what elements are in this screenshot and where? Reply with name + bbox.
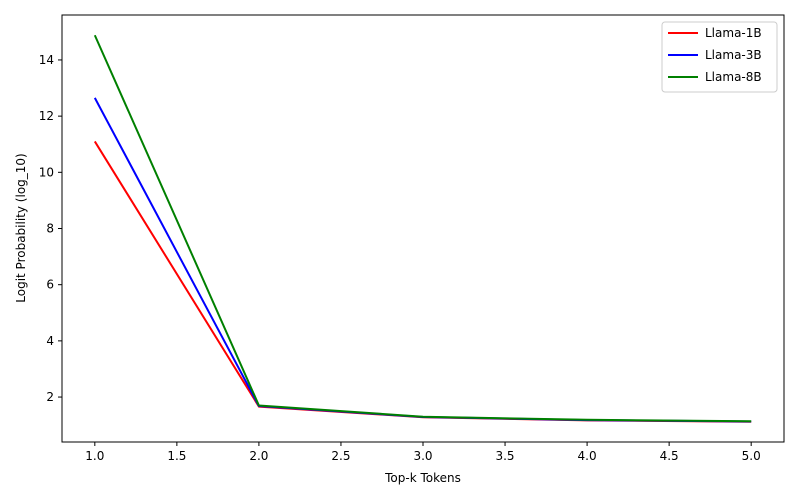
series-layer — [93, 34, 752, 423]
x-tick-label: 2.0 — [249, 449, 268, 463]
x-tick-label: 4.5 — [660, 449, 679, 463]
series-line-llama-8b — [93, 34, 752, 423]
y-tick-label: 14 — [39, 53, 54, 67]
y-axis-label: Logit Probability (log_10) — [14, 153, 28, 302]
x-tick-label: 4.0 — [578, 449, 597, 463]
x-tick-label: 1.0 — [85, 449, 104, 463]
x-axis-label: Top-k Tokens — [384, 471, 461, 485]
x-tick-label: 1.5 — [167, 449, 186, 463]
y-axis-ticks: 2 4 6 8 10 12 14 — [39, 53, 62, 404]
legend: Llama-1B Llama-3B Llama-8B — [661, 21, 778, 93]
x-tick-label: 2.5 — [331, 449, 350, 463]
x-tick-label: 3.5 — [495, 449, 514, 463]
y-tick-label: 4 — [46, 334, 54, 348]
y-tick-label: 12 — [39, 109, 54, 123]
legend-label: Llama-3B — [705, 48, 762, 62]
x-axis-ticks: 1.0 1.5 2.0 2.5 3.0 3.5 4.0 4.5 5.0 — [85, 442, 761, 463]
y-tick-label: 8 — [46, 222, 54, 236]
y-tick-label: 6 — [46, 278, 54, 292]
legend-label: Llama-8B — [705, 70, 762, 84]
y-tick-label: 2 — [46, 390, 54, 404]
y-tick-label: 10 — [39, 165, 54, 179]
legend-box — [661, 21, 778, 93]
x-tick-label: 3.0 — [413, 449, 432, 463]
legend-label: Llama-1B — [705, 26, 762, 40]
x-tick-label: 5.0 — [742, 449, 761, 463]
